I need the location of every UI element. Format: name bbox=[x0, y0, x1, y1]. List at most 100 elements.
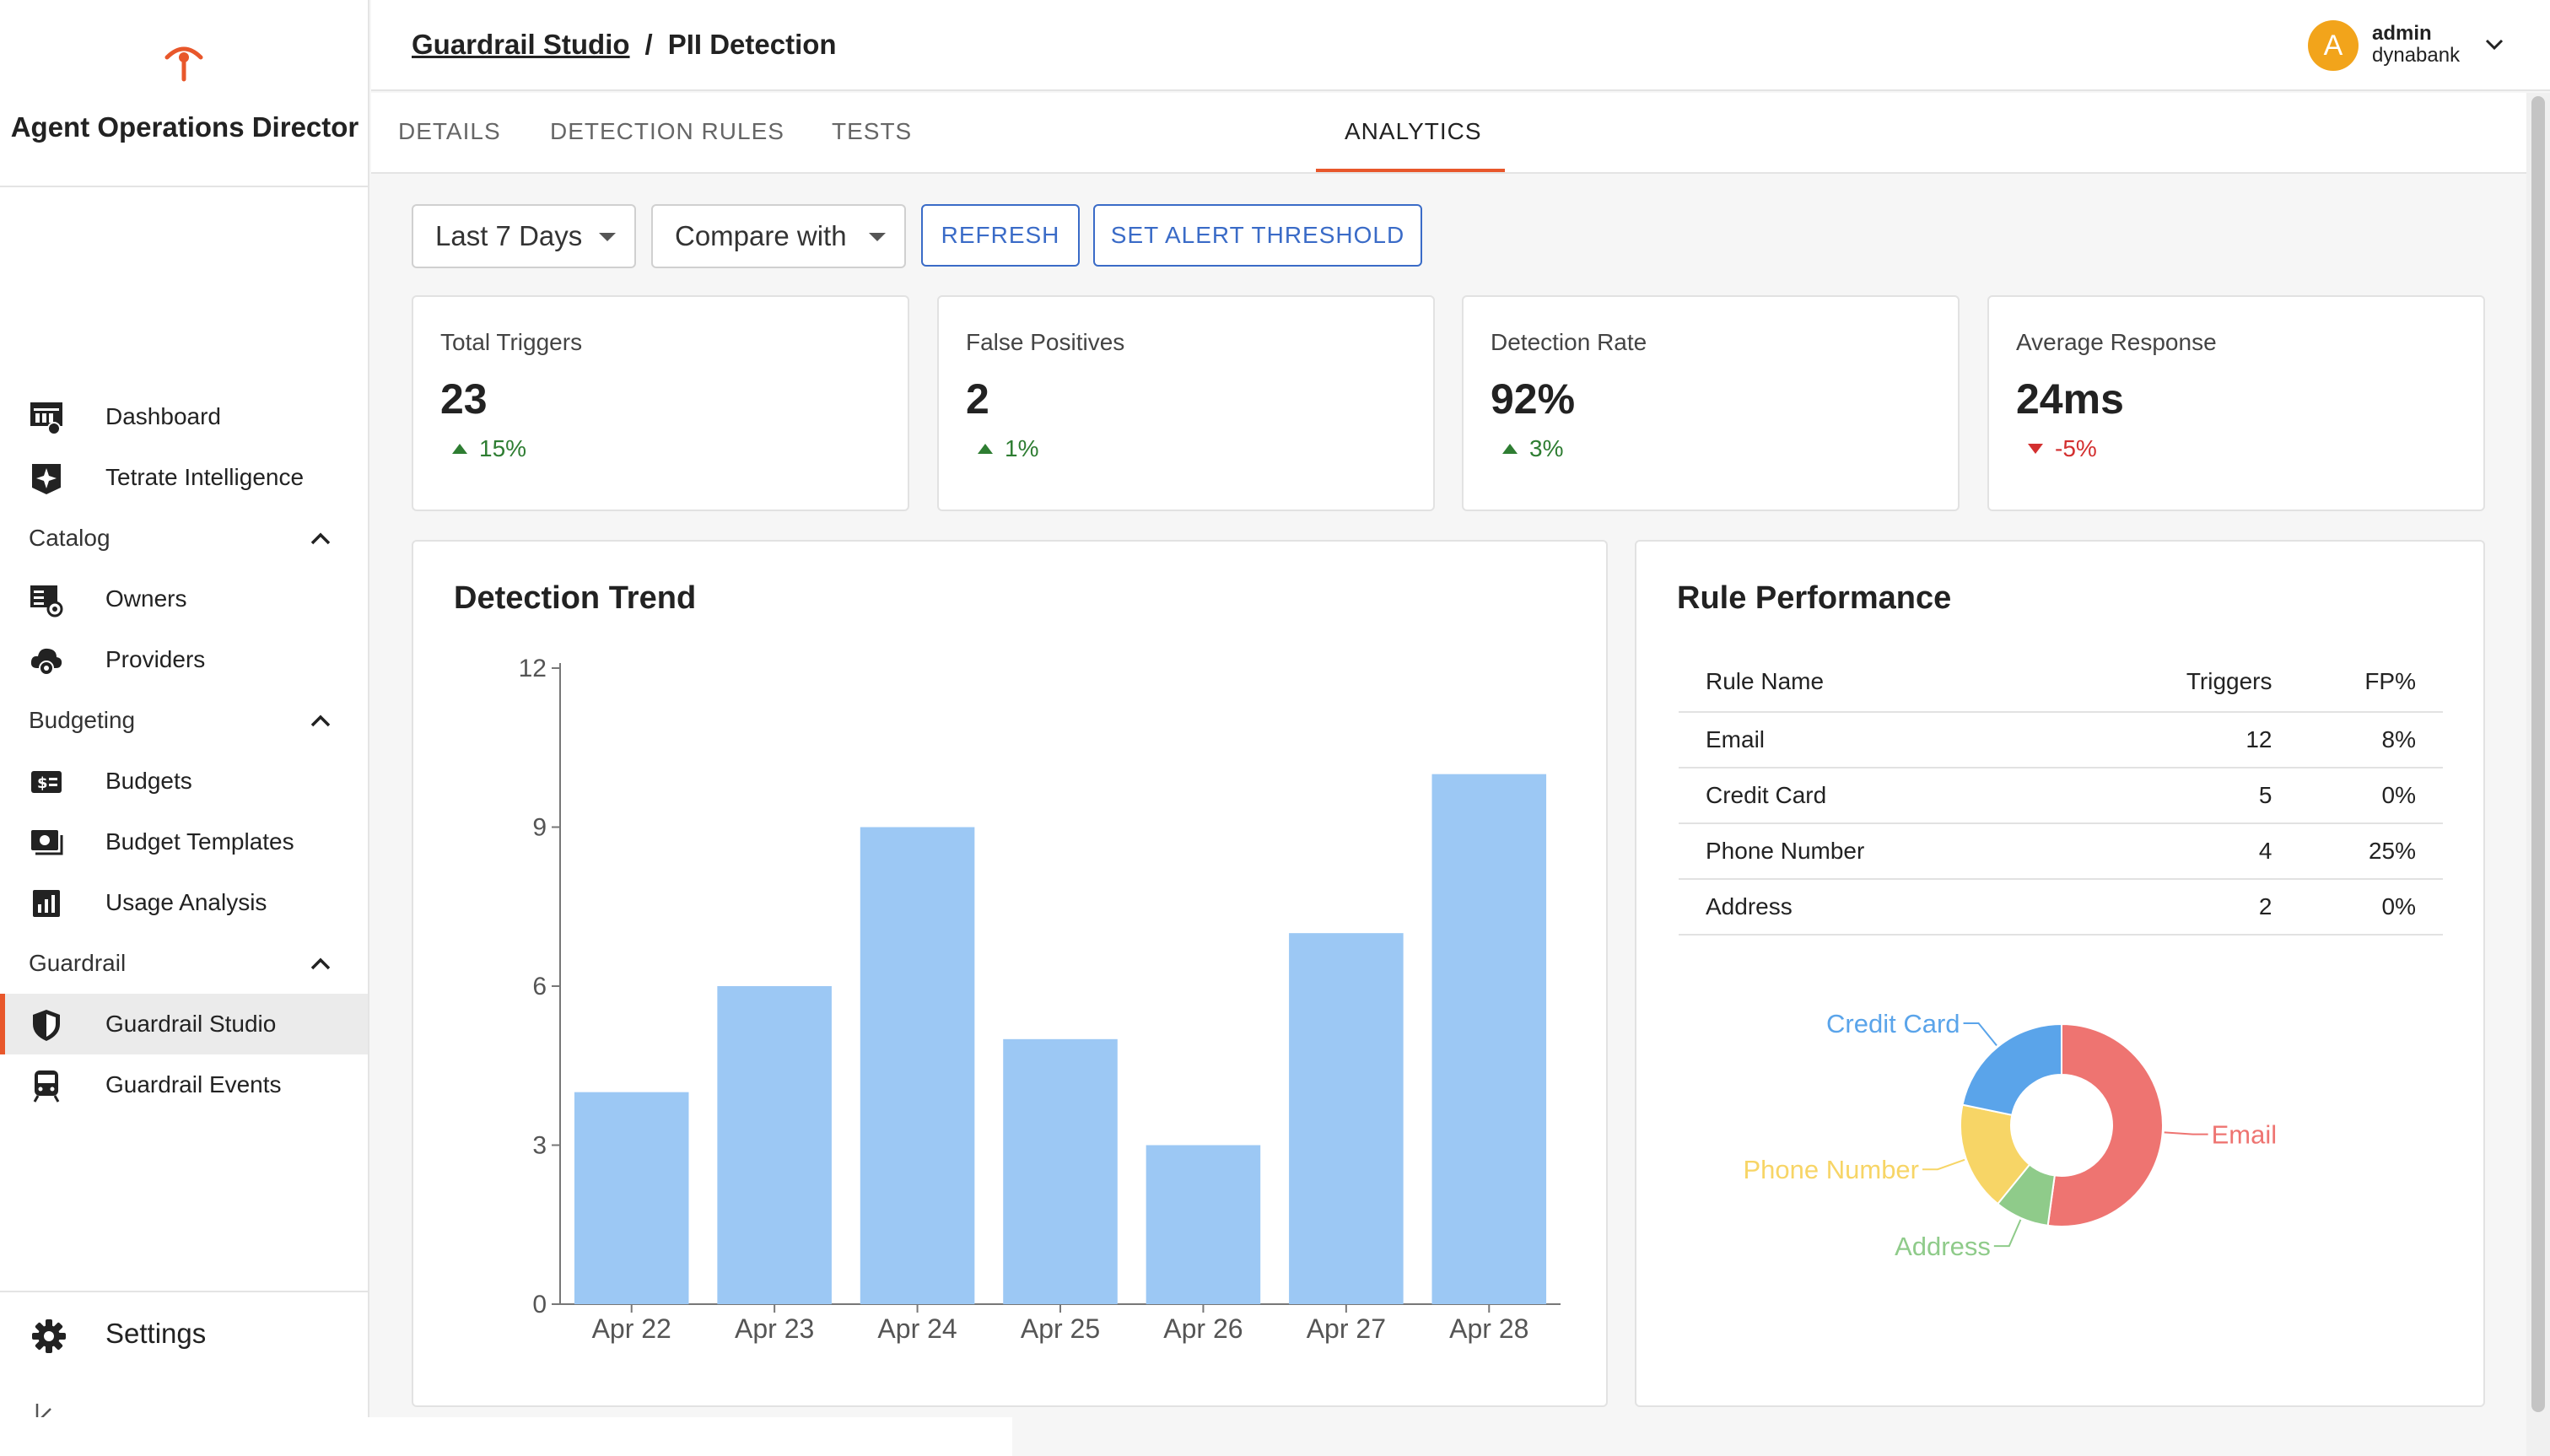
y-tick-label: 0 bbox=[532, 1291, 547, 1318]
bar bbox=[1431, 774, 1547, 1304]
stat-label: Total Triggers bbox=[440, 329, 583, 355]
sidebar-item-label: Guardrail Studio bbox=[105, 1011, 277, 1037]
compare-value: Compare with bbox=[675, 220, 847, 251]
sidebar-item-guardrail-events[interactable]: Guardrail Events bbox=[0, 1054, 368, 1115]
column-header: FP% bbox=[2272, 651, 2443, 713]
user-menu[interactable]: A admin dynabank bbox=[2308, 19, 2510, 73]
refresh-button[interactable]: REFRESH bbox=[921, 204, 1080, 267]
stat-delta-value: 15% bbox=[479, 435, 527, 461]
sidebar-item-dashboard[interactable]: Dashboard bbox=[0, 386, 368, 447]
divider bbox=[0, 1291, 368, 1292]
stat-delta-value: 3% bbox=[1529, 435, 1564, 461]
sidebar-item-settings[interactable]: Settings bbox=[0, 1304, 368, 1365]
stat-label: False Positives bbox=[966, 329, 1125, 355]
detection-trend-chart: 0 3 6 9 12 Apr 22 Apr 23 Apr 24 Apr 25 Apr 26 Apr … bbox=[519, 655, 1561, 1344]
bar-chart-icon bbox=[33, 890, 60, 917]
breadcrumb-link-guardrail-studio[interactable]: Guardrail Studio bbox=[412, 29, 630, 60]
sidebar-item-tetrate-intelligence[interactable]: Tetrate Intelligence bbox=[0, 447, 368, 508]
stat-card-detection-rate: Detection Rate 92% 3% bbox=[1462, 295, 1960, 511]
column-header: Triggers bbox=[2084, 651, 2272, 713]
rule-name: Email bbox=[1679, 712, 2085, 768]
header: Guardrail Studio / PII Detection A admin… bbox=[371, 0, 2550, 91]
owners-icon bbox=[30, 585, 63, 617]
panel-title: Detection Trend bbox=[454, 580, 697, 616]
table-header-row: Rule Name Triggers FP% bbox=[1679, 651, 2443, 713]
sidebar-item-providers[interactable]: Providers bbox=[0, 629, 368, 690]
rule-name: Phone Number bbox=[1679, 823, 2085, 880]
y-tick-label: 6 bbox=[532, 973, 547, 1000]
sidebar-item-owners[interactable]: Owners bbox=[0, 569, 368, 629]
bar bbox=[717, 986, 832, 1304]
x-tick-label: Apr 26 bbox=[1163, 1313, 1243, 1344]
sparkle-icon bbox=[32, 464, 61, 494]
budget-icon: $ bbox=[31, 771, 62, 793]
app-title: Agent Operations Director bbox=[10, 111, 359, 143]
table-row: Phone Number 4 25% bbox=[1679, 823, 2443, 880]
panel-title: Rule Performance bbox=[1677, 580, 1952, 616]
sidebar-item-budgets[interactable]: $ Budgets bbox=[0, 751, 368, 812]
sidebar-item-label: Providers bbox=[105, 646, 206, 672]
section-label: Budgeting bbox=[29, 707, 136, 733]
shield-icon bbox=[33, 1010, 60, 1041]
arrow-down-icon bbox=[2028, 444, 2043, 454]
sidebar-item-budget-templates[interactable]: Budget Templates bbox=[0, 812, 368, 872]
bar bbox=[1289, 933, 1404, 1304]
stat-card-total-triggers: Total Triggers 23 15% bbox=[412, 295, 909, 511]
x-tick-label: Apr 23 bbox=[735, 1313, 814, 1344]
x-tick-label: Apr 25 bbox=[1021, 1313, 1100, 1344]
rule-fp: 25% bbox=[2272, 823, 2443, 880]
tab-analytics[interactable]: ANALYTICS bbox=[1345, 118, 1482, 144]
active-tab-indicator bbox=[1316, 169, 1505, 172]
x-tick-label: Apr 24 bbox=[877, 1313, 957, 1344]
breadcrumb-separator: / bbox=[644, 29, 653, 60]
sidebar-section-budgeting[interactable]: Budgeting bbox=[0, 690, 368, 751]
svg-text:$: $ bbox=[37, 774, 48, 792]
scrollbar[interactable] bbox=[2526, 93, 2550, 1456]
compare-select[interactable]: Compare with bbox=[651, 204, 906, 268]
table-row: Credit Card 5 0% bbox=[1679, 768, 2443, 824]
stat-delta: 1% bbox=[978, 435, 1038, 462]
sidebar-item-label: Budget Templates bbox=[105, 828, 294, 855]
rule-performance-panel: Rule Performance Rule Name Triggers FP% … bbox=[1635, 540, 2485, 1407]
set-alert-threshold-button[interactable]: SET ALERT THRESHOLD bbox=[1093, 204, 1422, 267]
sidebar-item-usage-analysis[interactable]: Usage Analysis bbox=[0, 872, 368, 933]
sidebar: Agent Operations Director Dashboard Tetr… bbox=[0, 0, 369, 1456]
sidebar-section-catalog[interactable]: Catalog bbox=[0, 508, 368, 569]
slice-label: Email bbox=[2212, 1120, 2278, 1150]
y-tick-label: 9 bbox=[532, 814, 547, 842]
x-tick-label: Apr 27 bbox=[1307, 1313, 1386, 1344]
bar bbox=[860, 827, 975, 1304]
caret-down-icon bbox=[869, 233, 886, 241]
rule-name: Address bbox=[1679, 879, 2085, 936]
stat-label: Average Response bbox=[2016, 329, 2217, 355]
sidebar-item-label: Budgets bbox=[105, 768, 192, 794]
donut-slice bbox=[2046, 1022, 2164, 1227]
logo-icon bbox=[164, 46, 203, 82]
sidebar-item-guardrail-studio[interactable]: Guardrail Studio bbox=[0, 994, 368, 1054]
sidebar-item-label: Tetrate Intelligence bbox=[105, 464, 305, 490]
train-icon bbox=[33, 1070, 60, 1103]
rule-triggers: 12 bbox=[2084, 712, 2272, 768]
detection-trend-panel: Detection Trend 0 3 6 9 12 Apr 22 Apr 23 Apr 24… bbox=[412, 540, 1608, 1407]
sidebar-section-guardrail[interactable]: Guardrail bbox=[0, 933, 368, 994]
avatar: A bbox=[2308, 20, 2359, 71]
stat-delta-value: 1% bbox=[1005, 435, 1039, 461]
cloud-gear-icon bbox=[30, 648, 62, 676]
tab-tests[interactable]: TESTS bbox=[832, 118, 913, 144]
scrollbar-thumb[interactable] bbox=[2531, 96, 2545, 1412]
date-range-select[interactable]: Last 7 Days bbox=[412, 204, 636, 268]
bar bbox=[1146, 1145, 1261, 1304]
slice-label: Credit Card bbox=[1826, 1009, 1960, 1038]
tab-details[interactable]: DETAILS bbox=[398, 118, 501, 144]
caret-down-icon bbox=[599, 233, 616, 241]
breadcrumb: Guardrail Studio / PII Detection bbox=[412, 29, 837, 61]
stat-card-false-positives: False Positives 2 1% bbox=[937, 295, 1435, 511]
slice-label: Phone Number bbox=[1743, 1155, 1919, 1184]
stat-delta: 3% bbox=[1502, 435, 1563, 462]
slice-leader-line bbox=[1963, 1022, 1997, 1046]
tab-detection-rules[interactable]: DETECTION RULES bbox=[550, 118, 784, 144]
bar bbox=[1003, 1038, 1118, 1304]
slice-leader-line bbox=[2164, 1131, 2208, 1135]
slice-leader-line bbox=[1922, 1158, 1965, 1171]
